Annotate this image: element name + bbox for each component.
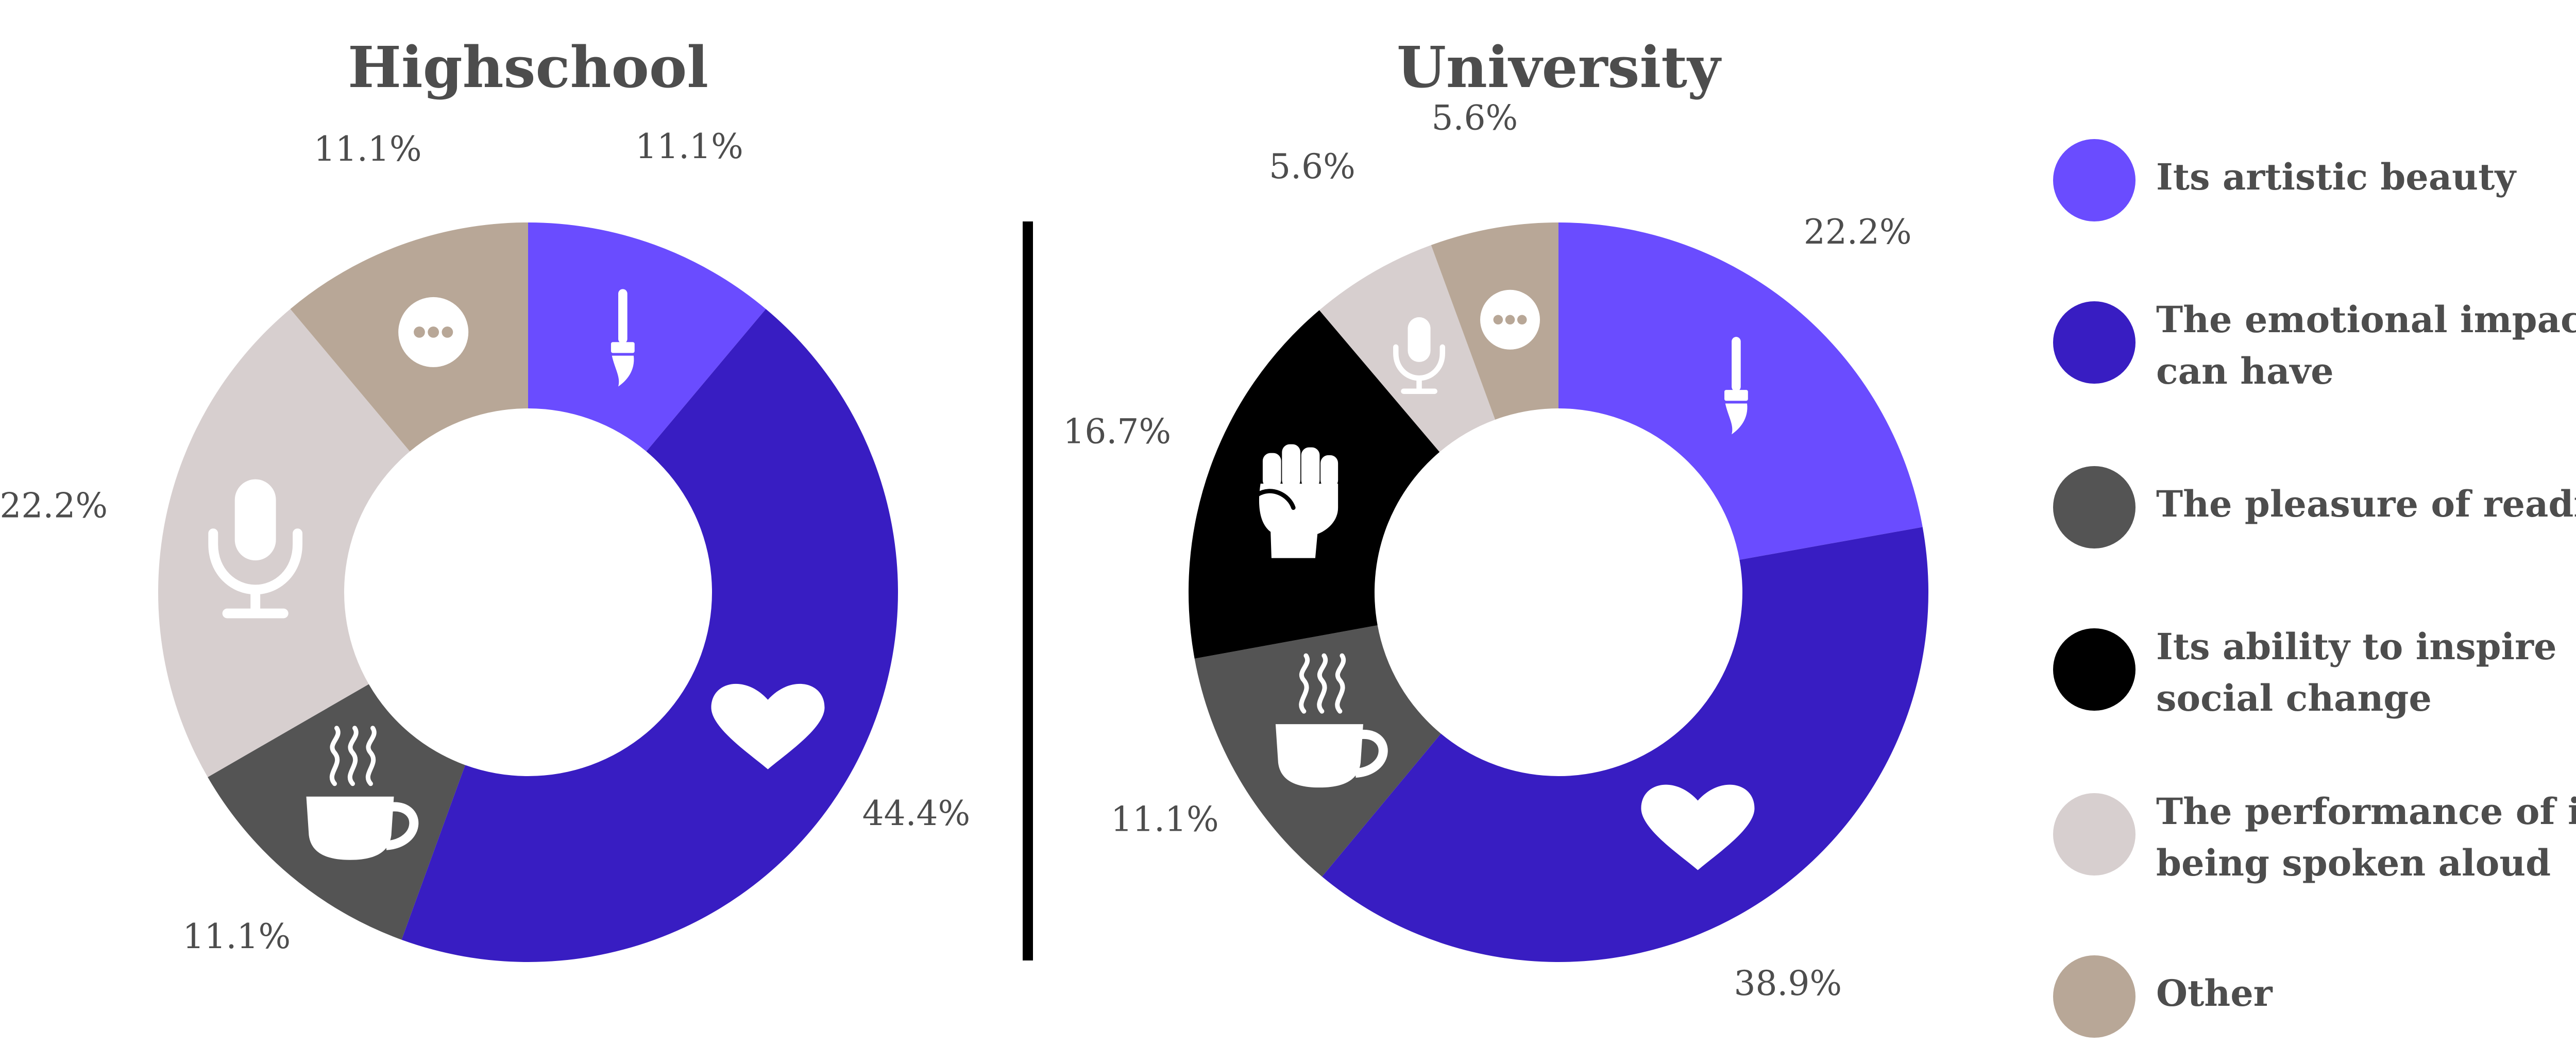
highschool-value-label: 22.2% [0, 486, 108, 526]
highschool-slice-its-artistic-beauty [528, 222, 766, 452]
legend-label: Its artistic beauty [2156, 156, 2517, 198]
university-slice-the-emotional-impact-it-can-have [1321, 527, 1928, 962]
university-value-label: 5.6% [1269, 147, 1355, 186]
university-title: University [1397, 34, 1722, 100]
highschool-donut: Highschool 11.1% 44.4% 11.1% 22.2% 11.1% [0, 34, 970, 962]
university-value-label: 5.6% [1432, 98, 1518, 138]
legend-label-line1: The emotional impact it [2156, 298, 2576, 341]
university-value-label: 22.2% [1804, 212, 1912, 252]
highschool-slice-the-emotional-impact-it-can-have [401, 308, 898, 962]
highschool-value-label: 11.1% [183, 917, 291, 956]
highschool-value-label: 11.1% [314, 129, 422, 169]
highschool-value-label: 11.1% [635, 127, 743, 166]
legend-swatch-the-performance-of-it [2053, 793, 2136, 876]
highschool-title: Highschool [348, 34, 708, 100]
legend: Its artistic beauty The emotional impact … [2053, 139, 2576, 1038]
legend-swatch-other [2053, 955, 2136, 1038]
legend-label-line1: The performance of it [2156, 790, 2576, 833]
university-value-label: 38.9% [1734, 964, 1842, 1003]
legend-label-line2: social change [2156, 677, 2432, 719]
university-donut: University 22.2% 38.9% 11.1% 16.7% 5.6% 5.6% [1063, 34, 1928, 1003]
ellipsis-icon [398, 297, 469, 367]
legend-swatch-the-emotional-impact-it [2053, 301, 2136, 384]
legend-label: The pleasure of reading it [2156, 483, 2576, 525]
ellipsis-icon [1480, 289, 1540, 350]
legend-label-line2: being spoken aloud [2156, 842, 2551, 884]
legend-label: Other [2156, 972, 2273, 1015]
legend-label-line2: can have [2156, 350, 2334, 392]
legend-swatch-its-ability-to-inspire [2053, 628, 2136, 711]
legend-swatch-the-pleasure-of-reading-it [2053, 466, 2136, 548]
university-value-label: 16.7% [1063, 411, 1171, 451]
highschool-slice-the-performance-of-it-being-spoken-aloud [158, 308, 410, 777]
legend-label-line1: Its ability to inspire [2156, 625, 2557, 668]
legend-swatch-its-artistic-beauty [2053, 139, 2136, 221]
highschool-value-label: 44.4% [862, 794, 971, 833]
university-value-label: 11.1% [1111, 800, 1219, 839]
university-slice-the-performance-of-it-being-spoken-aloud [1319, 245, 1496, 452]
